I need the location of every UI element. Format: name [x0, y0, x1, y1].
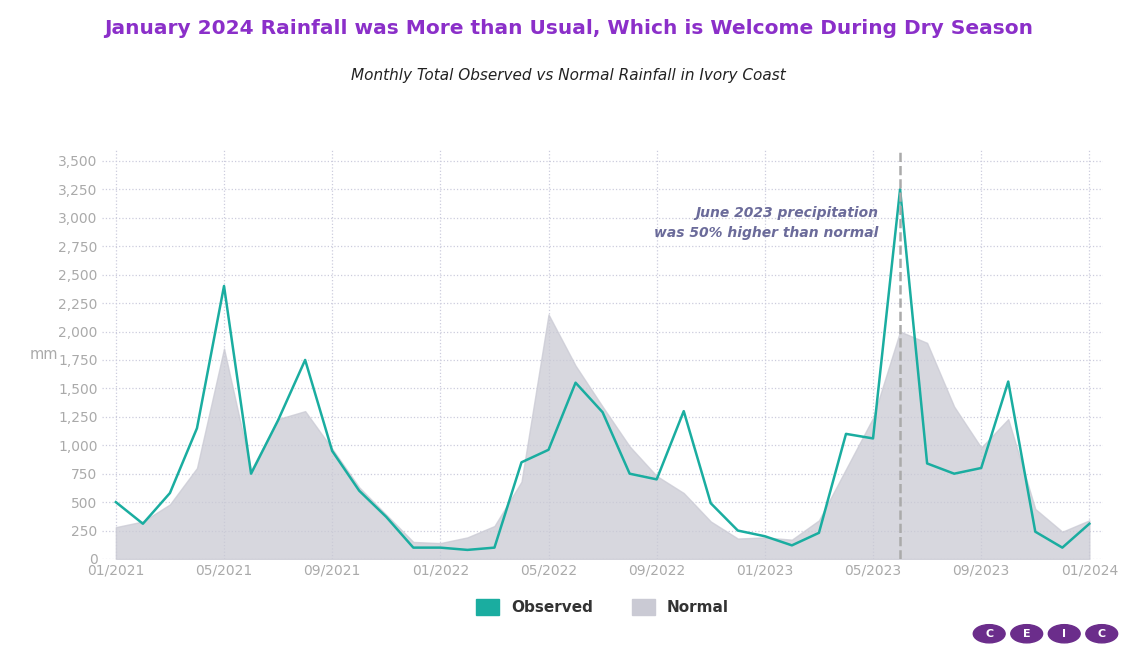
- Text: I: I: [1062, 629, 1067, 639]
- Legend: Observed, Normal: Observed, Normal: [468, 592, 737, 623]
- Text: January 2024 Rainfall was More than Usual, Which is Welcome During Dry Season: January 2024 Rainfall was More than Usua…: [103, 20, 1034, 38]
- Text: C: C: [985, 629, 994, 639]
- Y-axis label: mm: mm: [30, 346, 58, 362]
- Text: Monthly Total Observed vs Normal Rainfall in Ivory Coast: Monthly Total Observed vs Normal Rainfal…: [351, 68, 786, 83]
- Text: June 2023 precipitation
was 50% higher than normal: June 2023 precipitation was 50% higher t…: [654, 207, 879, 240]
- Text: E: E: [1023, 629, 1030, 639]
- Text: C: C: [1097, 629, 1106, 639]
